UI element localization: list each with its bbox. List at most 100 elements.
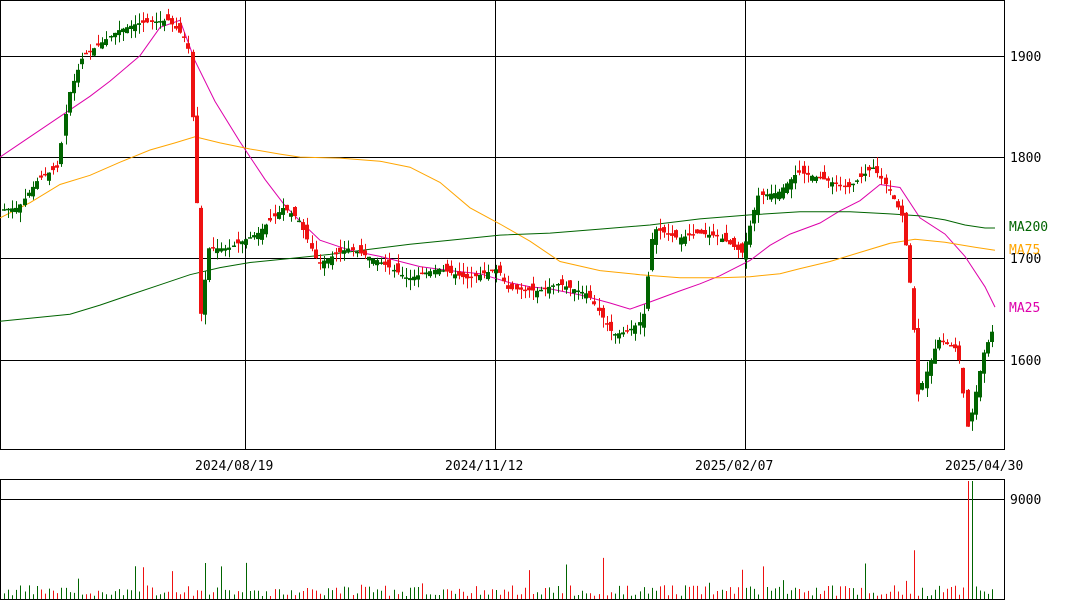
candle-body — [961, 367, 965, 394]
candle-body — [494, 269, 498, 274]
candle-body — [793, 175, 797, 184]
date-tick-label: 2025/02/07 — [695, 459, 773, 474]
candle-body — [834, 182, 838, 184]
date-tick-label: 2024/11/12 — [445, 459, 523, 474]
candle-body — [576, 290, 580, 293]
candle-body — [830, 182, 834, 187]
candle-body — [650, 239, 654, 271]
candle-body — [785, 183, 789, 193]
candle-body — [14, 207, 18, 213]
candle-body — [281, 208, 285, 215]
candle-body — [371, 258, 375, 264]
candle-body — [166, 14, 170, 21]
candle-body — [207, 248, 211, 280]
candle-body — [765, 194, 769, 197]
candle-body — [654, 229, 658, 245]
date-axis: 2024/08/19 2024/11/12 2025/02/07 2025/04… — [195, 459, 1023, 474]
candle-body — [170, 18, 174, 25]
candle-body — [469, 276, 473, 279]
candle-body — [884, 177, 888, 185]
candle-body — [957, 345, 961, 361]
candle-body — [556, 284, 560, 286]
candle-body — [925, 371, 929, 389]
candle-body — [970, 412, 974, 422]
candle-body — [76, 69, 80, 83]
candle-body — [154, 21, 158, 23]
candle-body — [199, 207, 203, 314]
volume-bars — [4, 481, 993, 599]
candle-body — [433, 269, 437, 275]
candle-body — [953, 344, 957, 349]
candle-body — [141, 20, 145, 23]
candle-body — [10, 208, 14, 212]
candle-body — [859, 173, 863, 177]
candle-body — [43, 173, 47, 176]
candle-body — [100, 42, 104, 49]
candle-body — [84, 52, 88, 55]
candle-body — [699, 229, 703, 234]
candle-body — [416, 275, 420, 280]
candle-body — [301, 222, 305, 230]
candle-body — [638, 322, 642, 326]
candle-body — [334, 252, 338, 255]
ma75-line — [0, 136, 996, 279]
candle-body — [478, 274, 482, 281]
date-tick-label: 2025/04/30 — [945, 459, 1023, 474]
candle-body — [617, 333, 621, 339]
candle-body — [191, 51, 195, 118]
candle-body — [150, 20, 154, 22]
candle-body — [133, 24, 137, 32]
candle-body — [375, 260, 379, 266]
candle-body — [158, 21, 162, 23]
candle-body — [789, 179, 793, 190]
candle-body — [982, 352, 986, 374]
date-tick-label: 2024/08/19 — [195, 459, 273, 474]
candle-body — [871, 167, 875, 169]
candle-body — [35, 181, 39, 189]
candle-body — [244, 239, 248, 245]
candle-body — [621, 332, 625, 335]
candle-body — [691, 234, 695, 236]
candle-body — [531, 283, 535, 291]
candle-body — [601, 307, 605, 318]
candle-body — [264, 224, 268, 235]
candle-body — [68, 92, 72, 113]
candle-body — [305, 224, 309, 240]
candle-body — [863, 173, 867, 176]
candle-body — [724, 232, 728, 242]
candle-body — [945, 342, 949, 345]
candle-body — [781, 187, 785, 199]
candle-body — [215, 248, 219, 254]
volume-tick-label: 9000 — [1010, 493, 1041, 508]
candle-body — [892, 195, 896, 200]
candle-body — [572, 289, 576, 294]
candle-body — [109, 36, 113, 38]
candle-body — [736, 244, 740, 250]
candle-body — [121, 28, 125, 33]
candle-body — [330, 256, 334, 266]
price-tick-label: 1600 — [1010, 354, 1041, 369]
candle-body — [974, 391, 978, 415]
price-tick-label: 1800 — [1010, 151, 1041, 166]
candle-body — [674, 230, 678, 238]
candle-body — [64, 114, 68, 136]
candle-body — [428, 271, 432, 277]
candle-body — [818, 176, 822, 179]
candle-body — [195, 115, 199, 204]
candle-body — [474, 273, 478, 277]
candle-body — [342, 250, 346, 254]
ma75-label: MA75 — [1009, 243, 1040, 258]
candle-body — [666, 233, 670, 235]
price-axis: 1900 1800 1700 1600 — [1010, 50, 1041, 369]
candle-body — [113, 32, 117, 38]
candle-body — [609, 321, 613, 331]
candle-body — [346, 248, 350, 252]
candle-body — [773, 193, 777, 199]
candle-body — [355, 251, 359, 254]
candle-body — [297, 220, 301, 223]
candle-body — [912, 288, 916, 330]
candle-body — [879, 175, 883, 179]
candle-body — [547, 286, 551, 294]
candle-body — [310, 243, 314, 249]
candle-body — [748, 225, 752, 245]
